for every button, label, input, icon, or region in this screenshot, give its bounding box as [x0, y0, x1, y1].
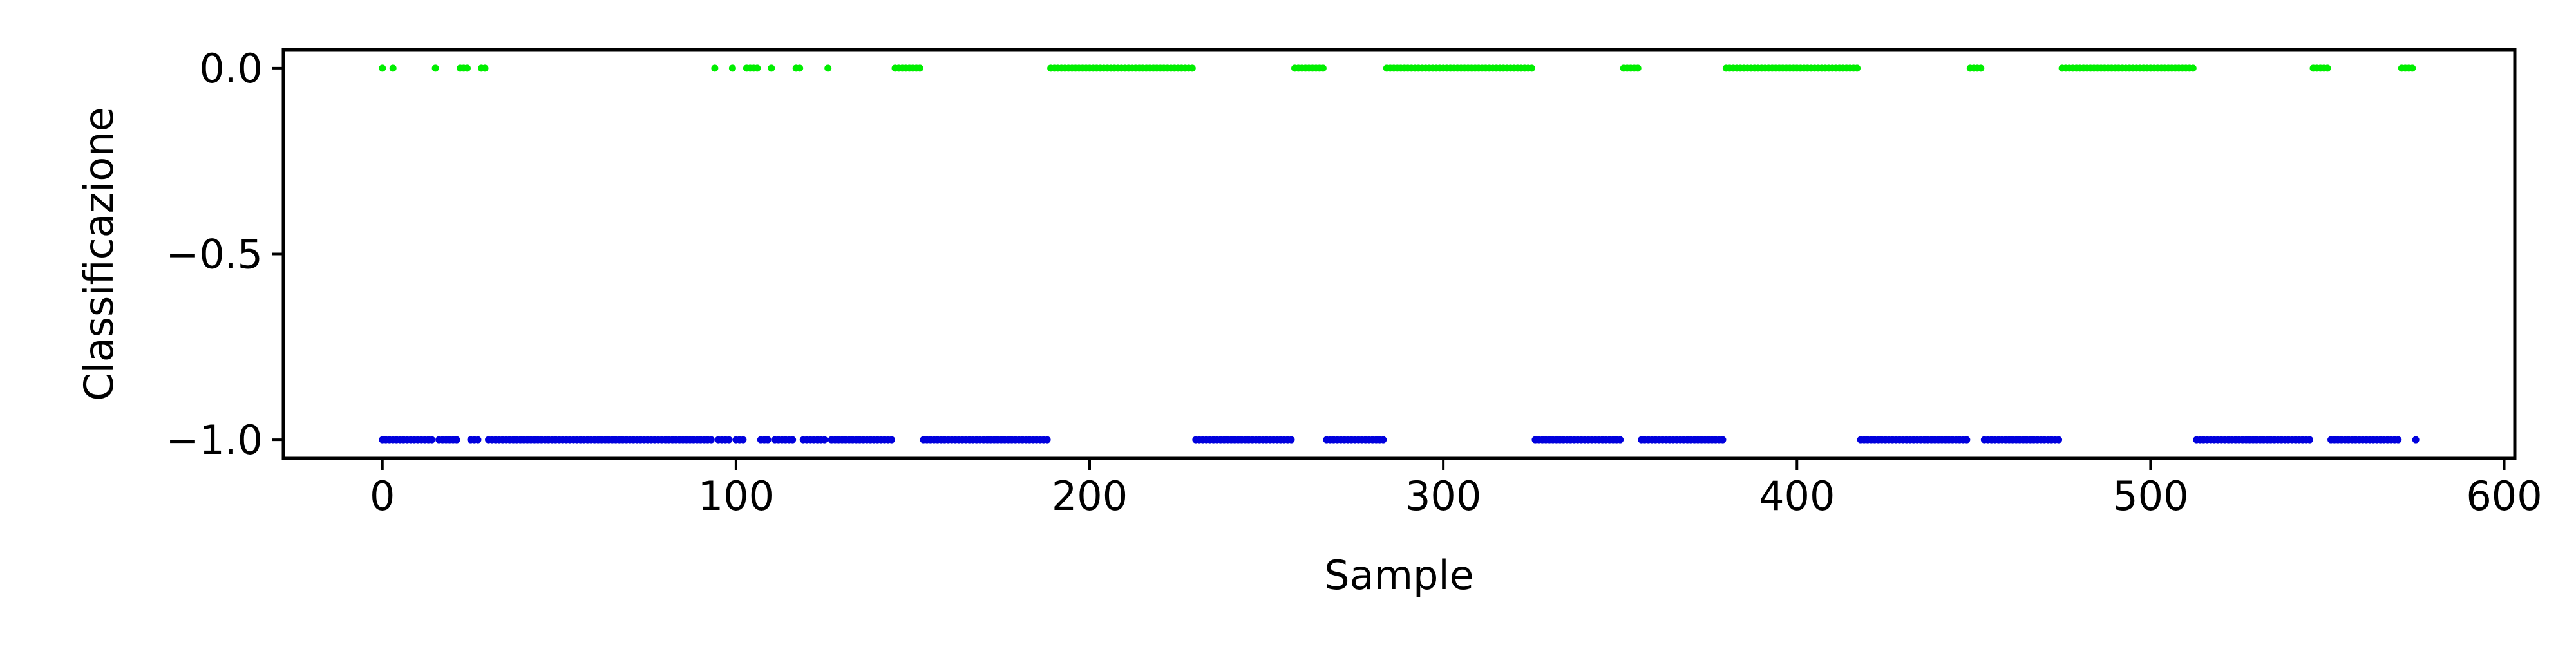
x-tick-label: 600: [2466, 473, 2542, 520]
data-point: [1528, 64, 1535, 72]
x-tick-label: 500: [2112, 473, 2188, 520]
data-point: [2055, 436, 2063, 444]
data-point: [768, 64, 775, 72]
data-point: [2306, 436, 2313, 444]
data-point: [753, 64, 761, 72]
data-point: [796, 64, 804, 72]
data-point: [2189, 64, 2197, 72]
data-point: [453, 436, 460, 444]
y-axis-ticks: 0.0 −0.5 −1.0: [166, 45, 283, 464]
plot-frame: [281, 48, 2517, 460]
x-tick-label: 300: [1405, 473, 1481, 520]
data-point: [1719, 436, 1727, 444]
data-point: [1977, 64, 1985, 72]
data-point: [707, 436, 715, 444]
data-point: [1853, 64, 1861, 72]
x-axis-ticks: 0 100 200 300 400 500 600: [370, 458, 2543, 520]
data-point: [1634, 64, 1642, 72]
series-0: [379, 64, 2416, 72]
data-point: [739, 436, 747, 444]
data-point: [1616, 436, 1624, 444]
data-point: [764, 436, 772, 444]
data-point: [1963, 436, 1971, 444]
data-point: [1287, 436, 1295, 444]
data-point: [888, 436, 895, 444]
data-point: [728, 64, 736, 72]
data-point: [820, 436, 828, 444]
y-tick-label: −0.5: [166, 231, 263, 278]
data-point: [2394, 436, 2402, 444]
data-point: [464, 64, 471, 72]
y-tick-label: 0.0: [199, 45, 263, 92]
data-point: [789, 436, 797, 444]
data-point: [431, 64, 439, 72]
data-point: [2412, 436, 2420, 444]
data-points: [379, 64, 2420, 444]
x-tick-label: 400: [1759, 473, 1835, 520]
data-point: [389, 64, 397, 72]
data-point: [2324, 64, 2331, 72]
data-point: [428, 436, 436, 444]
y-axis-label: Classificazione: [75, 107, 122, 401]
x-axis-label: Sample: [1324, 552, 1473, 599]
series-1: [379, 436, 2420, 444]
x-tick-label: 200: [1052, 473, 1128, 520]
data-point: [916, 64, 923, 72]
data-point: [725, 436, 733, 444]
data-point: [1043, 436, 1051, 444]
data-point: [1188, 64, 1196, 72]
y-tick-label: −1.0: [166, 417, 263, 464]
data-point: [1319, 64, 1327, 72]
x-tick-label: 0: [370, 473, 395, 520]
data-point: [481, 64, 489, 72]
data-point: [474, 436, 482, 444]
data-point: [2409, 64, 2416, 72]
data-point: [379, 64, 386, 72]
data-point: [824, 64, 832, 72]
data-point: [711, 64, 719, 72]
data-point: [1379, 436, 1387, 444]
x-tick-label: 100: [698, 473, 774, 520]
